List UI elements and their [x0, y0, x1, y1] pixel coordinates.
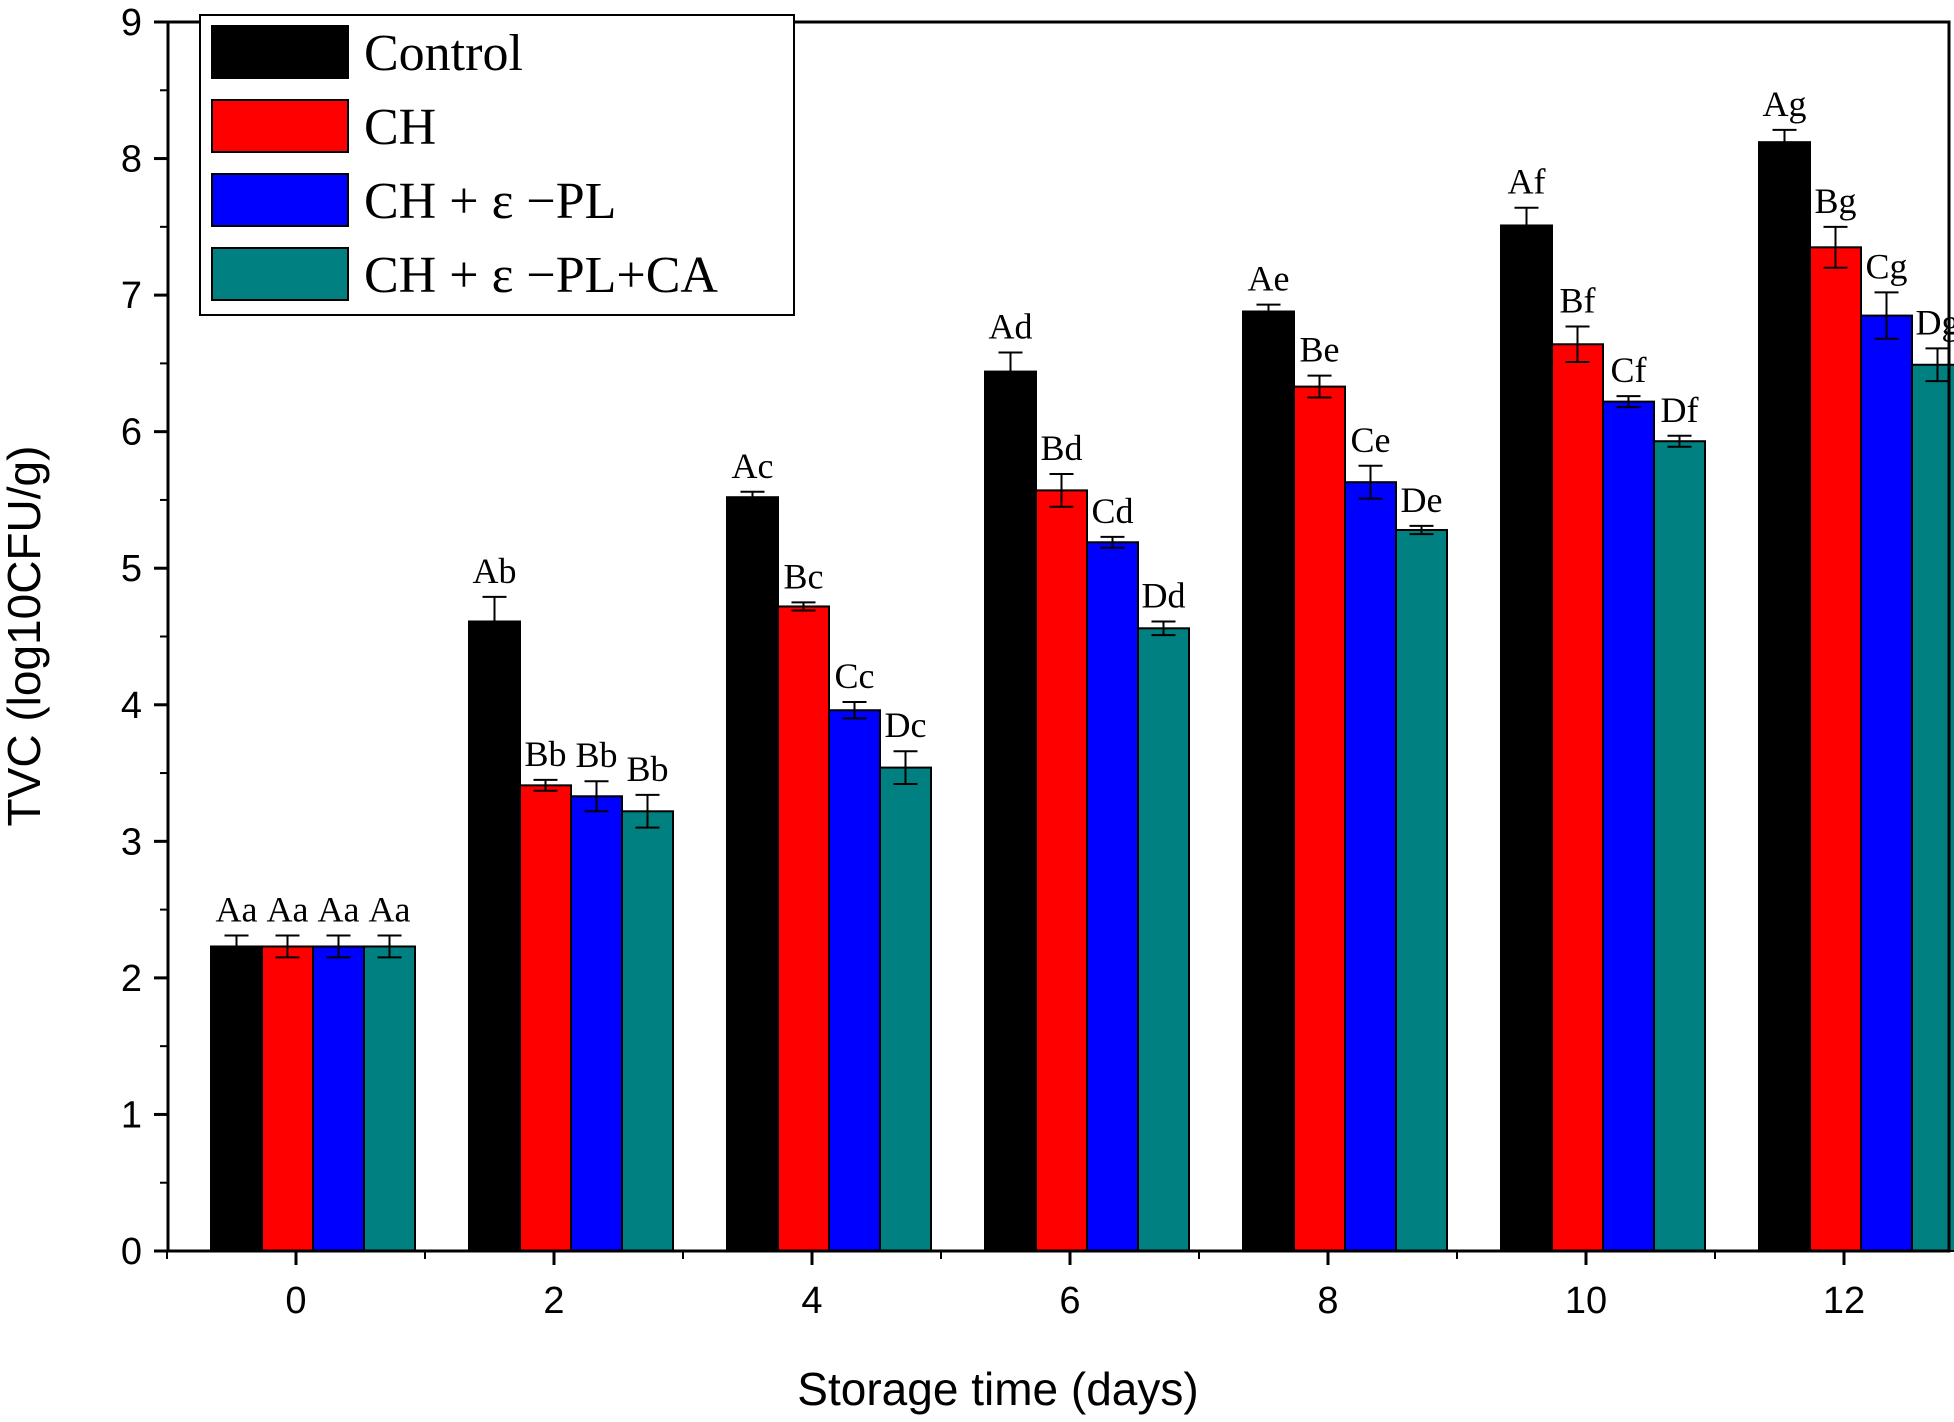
- y-tick-label: 1: [121, 1094, 142, 1136]
- significance-label: Cg: [1865, 246, 1907, 286]
- error-bars-layer: [224, 128, 1950, 959]
- significance-label: Ad: [989, 306, 1033, 346]
- x-tick-label: 10: [1565, 1280, 1607, 1322]
- y-tick-label: 8: [121, 139, 142, 181]
- significance-label: Dd: [1142, 575, 1186, 615]
- bar: [519, 784, 572, 1253]
- significance-label: Dc: [885, 705, 927, 745]
- significance-label: Aa: [267, 890, 309, 930]
- legend-label: Control: [364, 25, 523, 82]
- bar: [1137, 627, 1190, 1252]
- y-tick-label: 4: [121, 685, 142, 727]
- bar: [1809, 246, 1862, 1253]
- legend-label: CH: [364, 99, 436, 156]
- significance-label: Bb: [575, 735, 617, 775]
- bar: [621, 810, 674, 1253]
- bar: [468, 620, 521, 1252]
- x-axis: 0 2 4 6 8 10 12: [166, 1251, 1865, 1322]
- significance-label: Bb: [524, 734, 566, 774]
- bar: [312, 945, 365, 1253]
- x-tick-label: 2: [543, 1280, 564, 1322]
- legend-swatch: [211, 99, 349, 153]
- bar: [1653, 440, 1706, 1252]
- bars-layer: [210, 141, 1954, 1253]
- bar: [1500, 224, 1553, 1252]
- y-axis: 0 1 2 3 4 5 6 7 8 9: [121, 2, 168, 1273]
- bar: [1035, 489, 1088, 1252]
- significance-label: Bb: [626, 749, 668, 789]
- significance-label: Af: [1508, 162, 1546, 202]
- significance-label: De: [1401, 480, 1443, 520]
- significance-label: Aa: [318, 890, 360, 930]
- x-tick-label: 8: [1317, 1280, 1338, 1322]
- bar: [363, 945, 416, 1253]
- significance-label: Ac: [732, 446, 774, 486]
- significance-label: Bg: [1814, 181, 1856, 221]
- y-axis-title: TVC (log10CFU/g): [0, 446, 50, 827]
- significance-label: Cc: [835, 656, 875, 696]
- legend-swatch: [211, 247, 349, 301]
- significance-label: Bc: [784, 556, 824, 596]
- significance-label: Bd: [1040, 428, 1082, 468]
- y-tick-label: 2: [121, 958, 142, 1000]
- significance-label: Ab: [473, 551, 517, 591]
- bar: [1551, 343, 1604, 1252]
- bar: [210, 945, 263, 1253]
- x-tick-label: 4: [801, 1280, 822, 1322]
- bar: [1602, 400, 1655, 1252]
- legend-label: CH + ε −PL: [364, 173, 616, 230]
- bar: [726, 496, 779, 1253]
- y-tick-label: 3: [121, 821, 142, 863]
- x-axis-title: Storage time (days): [797, 1363, 1198, 1415]
- significance-label: Df: [1661, 390, 1699, 430]
- significance-label: Ag: [1763, 84, 1807, 124]
- bar: [984, 370, 1037, 1252]
- x-tick-label: 6: [1059, 1280, 1080, 1322]
- bar: [1293, 385, 1346, 1252]
- legend-swatch: [211, 173, 349, 227]
- y-tick-label: 7: [121, 275, 142, 317]
- significance-label: Aa: [369, 890, 411, 930]
- bar: [777, 605, 830, 1252]
- bar: [1086, 541, 1139, 1252]
- x-tick-label: 0: [285, 1280, 306, 1322]
- y-tick-label: 6: [121, 412, 142, 454]
- significance-label: Ae: [1248, 259, 1290, 299]
- bar: [1911, 363, 1954, 1252]
- legend-label: CH + ε −PL+CA: [364, 247, 718, 304]
- bar: [1242, 310, 1295, 1252]
- bar: [828, 709, 881, 1252]
- y-tick-label: 0: [121, 1231, 142, 1273]
- bar: [1344, 481, 1397, 1253]
- significance-label: Ce: [1351, 420, 1391, 460]
- significance-label: Be: [1300, 330, 1340, 370]
- significance-label: Cd: [1091, 491, 1133, 531]
- bar: [1860, 314, 1913, 1253]
- significance-labels-layer: Aa Ab Ac Ad Ae Af Ag Aa Bb Bc Bd Be Bf Bg Aa Bb Cc Cd Ce Cf…: [216, 84, 1954, 930]
- significance-label: Bf: [1560, 281, 1596, 321]
- y-tick-label: 9: [121, 2, 142, 44]
- bar: [1758, 141, 1811, 1252]
- significance-label: Aa: [216, 890, 258, 930]
- y-tick-label: 5: [121, 548, 142, 590]
- bar: [1395, 528, 1448, 1252]
- legend: Control CH CH + ε −PL CH + ε −PL+CA: [199, 14, 795, 316]
- x-tick-label: 12: [1823, 1280, 1865, 1322]
- bar: [879, 766, 932, 1252]
- bar: [570, 795, 623, 1253]
- significance-label: Cf: [1611, 350, 1647, 390]
- bar: [261, 945, 314, 1253]
- legend-swatch: [211, 25, 349, 79]
